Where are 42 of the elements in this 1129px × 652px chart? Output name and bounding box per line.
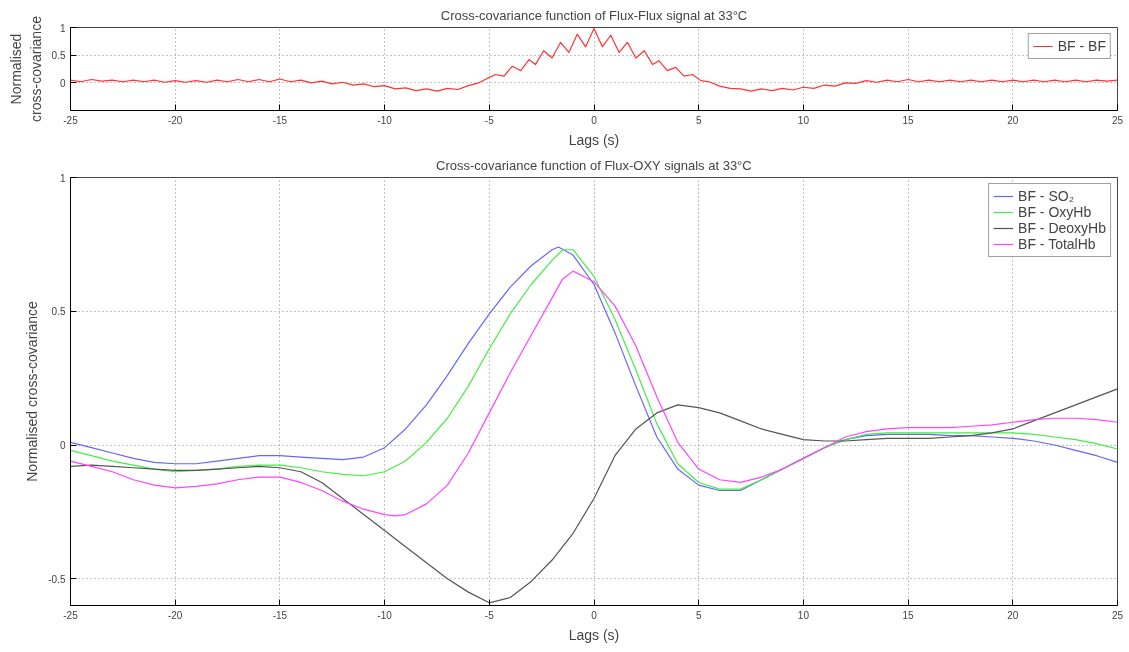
x-tick-label: 5 <box>695 609 702 621</box>
y-tick-label: 0 <box>59 77 66 89</box>
legend-label: BF - TotalHb <box>1018 236 1096 252</box>
x-axis-title: Lags (s) <box>568 131 620 148</box>
y-tick-label: 0.5 <box>51 306 66 318</box>
x-tick-label: -15 <box>272 609 288 621</box>
x-tick-label: 5 <box>695 114 702 126</box>
legend-label: BF - OxyHb <box>1018 204 1092 220</box>
y-tick-label: -0.5 <box>48 573 66 585</box>
x-tick-label: -5 <box>484 609 495 621</box>
x-tick-label: 15 <box>902 609 915 621</box>
y-tick-label: 1 <box>59 22 66 34</box>
x-tick-label: 10 <box>797 114 810 126</box>
x-tick-label: 25 <box>1111 114 1124 126</box>
x-axis-title: Lags (s) <box>568 626 620 643</box>
x-tick-label: 0 <box>591 609 598 621</box>
y-tick-label: 0 <box>59 440 66 451</box>
chart-title: Cross-covariance function of Flux-Flux signal at 33°C <box>440 7 748 23</box>
legend-label: BF - DeoxyHb <box>1018 220 1106 236</box>
x-tick-label: 25 <box>1111 609 1124 621</box>
x-tick-label: -10 <box>377 114 393 126</box>
line-series <box>70 28 1118 92</box>
y-axis-title: Normalised cross-covariance <box>8 15 44 122</box>
x-tick-label: 20 <box>1007 609 1019 621</box>
x-tick-label: -15 <box>272 114 288 126</box>
x-tick-label: 10 <box>797 609 810 621</box>
x-tick-label: -25 <box>63 609 79 621</box>
x-tick-label: 20 <box>1007 114 1019 126</box>
chart-title: Cross-covariance function of Flux-OXY signals at 33°C <box>436 157 752 173</box>
x-tick-label: -10 <box>377 609 393 621</box>
x-tick-label: 15 <box>902 114 915 126</box>
legend-label: BF - BF <box>1057 38 1106 54</box>
x-tick-label: -25 <box>63 114 79 126</box>
y-tick-label: 1 <box>59 172 66 184</box>
x-tick-label: -20 <box>167 609 183 621</box>
y-tick-label: 0.5 <box>51 50 66 62</box>
x-tick-label: -5 <box>484 114 495 126</box>
x-tick-label: -20 <box>167 114 183 126</box>
y-axis-title: Normalised cross-covariance <box>24 301 41 482</box>
line-series <box>70 270 1118 517</box>
x-tick-label: 0 <box>591 114 598 126</box>
legend-label: BF - SO₂ <box>1018 188 1075 204</box>
